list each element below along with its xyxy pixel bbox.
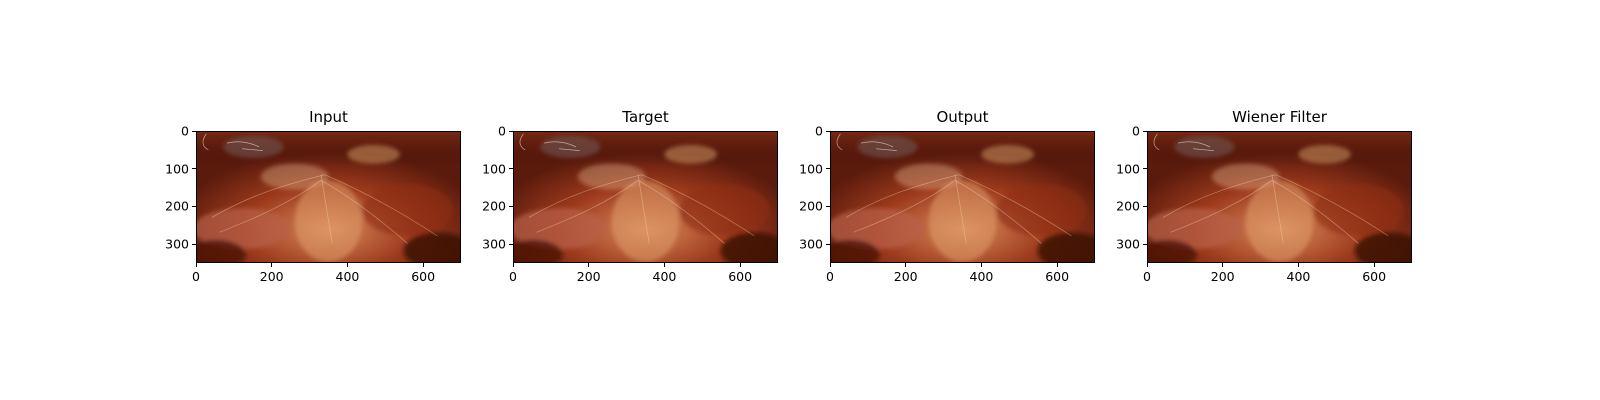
x-tick-label: 0 <box>192 269 200 284</box>
y-tick-label: 300 <box>482 236 506 252</box>
y-tick-mark <box>826 168 830 170</box>
x-tick-label: 400 <box>652 269 677 284</box>
image-axes <box>513 131 778 263</box>
y-tick-label: 100 <box>799 161 823 177</box>
x-tick-label: 600 <box>411 269 436 284</box>
y-tick-label: 300 <box>1116 236 1140 252</box>
x-tick-label: 600 <box>728 269 753 284</box>
y-tick-label: 0 <box>498 123 506 139</box>
x-tick-mark <box>195 263 197 267</box>
y-tick-label: 300 <box>165 236 189 252</box>
laparoscopic-surgery-frame-icon <box>197 132 460 262</box>
y-tick-label: 300 <box>799 236 823 252</box>
laparoscopic-surgery-frame-icon <box>831 132 1094 262</box>
y-tick-mark <box>509 168 513 170</box>
y-tick-label: 0 <box>1132 123 1140 139</box>
x-tick-mark <box>1297 263 1299 267</box>
x-tick-mark <box>512 263 514 267</box>
x-tick-mark <box>346 263 348 267</box>
y-tick-label: 0 <box>815 123 823 139</box>
x-tick-mark <box>829 263 831 267</box>
x-tick-label: 400 <box>335 269 360 284</box>
y-tick-mark <box>826 130 830 132</box>
y-tick-mark <box>826 243 830 245</box>
y-tick-mark <box>1143 168 1147 170</box>
y-tick-label: 200 <box>799 198 823 214</box>
x-tick-label: 400 <box>1286 269 1311 284</box>
x-tick-label: 200 <box>576 269 601 284</box>
x-tick-mark <box>1056 263 1058 267</box>
x-tick-mark <box>1146 263 1148 267</box>
image-axes <box>1147 131 1412 263</box>
y-tick-label: 100 <box>482 161 506 177</box>
y-tick-mark <box>192 168 196 170</box>
x-tick-label: 400 <box>969 269 994 284</box>
x-tick-label: 200 <box>259 269 284 284</box>
x-tick-mark <box>271 263 273 267</box>
panel-title: Output <box>936 108 989 126</box>
x-tick-label: 600 <box>1362 269 1387 284</box>
panel-target: Target 0 200 400 600 0 100 <box>0 0 778 284</box>
y-tick-mark <box>1143 130 1147 132</box>
x-tick-label: 600 <box>1045 269 1070 284</box>
y-tick-mark <box>509 243 513 245</box>
y-tick-mark <box>1143 205 1147 207</box>
panel-title: Wiener Filter <box>1232 108 1327 126</box>
panel-wiener-filter: Wiener Filter 0 200 400 <box>0 0 1412 284</box>
y-tick-label: 0 <box>181 123 189 139</box>
x-tick-mark <box>422 263 424 267</box>
y-tick-label: 100 <box>165 161 189 177</box>
x-tick-mark <box>1222 263 1224 267</box>
x-tick-mark <box>588 263 590 267</box>
x-tick-mark <box>980 263 982 267</box>
y-tick-label: 200 <box>165 198 189 214</box>
y-tick-label: 200 <box>1116 198 1140 214</box>
y-tick-mark <box>509 205 513 207</box>
y-tick-mark <box>509 130 513 132</box>
panel-title: Input <box>309 108 348 126</box>
panel-output: Output 0 200 400 600 0 100 <box>0 0 1095 284</box>
y-tick-mark <box>826 205 830 207</box>
x-tick-label: 200 <box>893 269 918 284</box>
laparoscopic-surgery-frame-icon <box>1148 132 1411 262</box>
x-tick-label: 0 <box>509 269 517 284</box>
panel-input: Input 0 200 400 600 0 100 2 <box>0 0 461 284</box>
x-tick-label: 200 <box>1210 269 1235 284</box>
x-tick-mark <box>1373 263 1375 267</box>
y-tick-mark <box>192 243 196 245</box>
y-tick-mark <box>192 130 196 132</box>
panel-title: Target <box>622 108 669 126</box>
y-tick-label: 200 <box>482 198 506 214</box>
x-tick-mark <box>663 263 665 267</box>
x-tick-mark <box>905 263 907 267</box>
image-axes <box>830 131 1095 263</box>
laparoscopic-surgery-frame-icon <box>514 132 777 262</box>
x-tick-label: 0 <box>1143 269 1151 284</box>
x-tick-mark <box>739 263 741 267</box>
y-tick-label: 100 <box>1116 161 1140 177</box>
image-axes <box>196 131 461 263</box>
y-tick-mark <box>1143 243 1147 245</box>
y-tick-mark <box>192 205 196 207</box>
x-tick-label: 0 <box>826 269 834 284</box>
